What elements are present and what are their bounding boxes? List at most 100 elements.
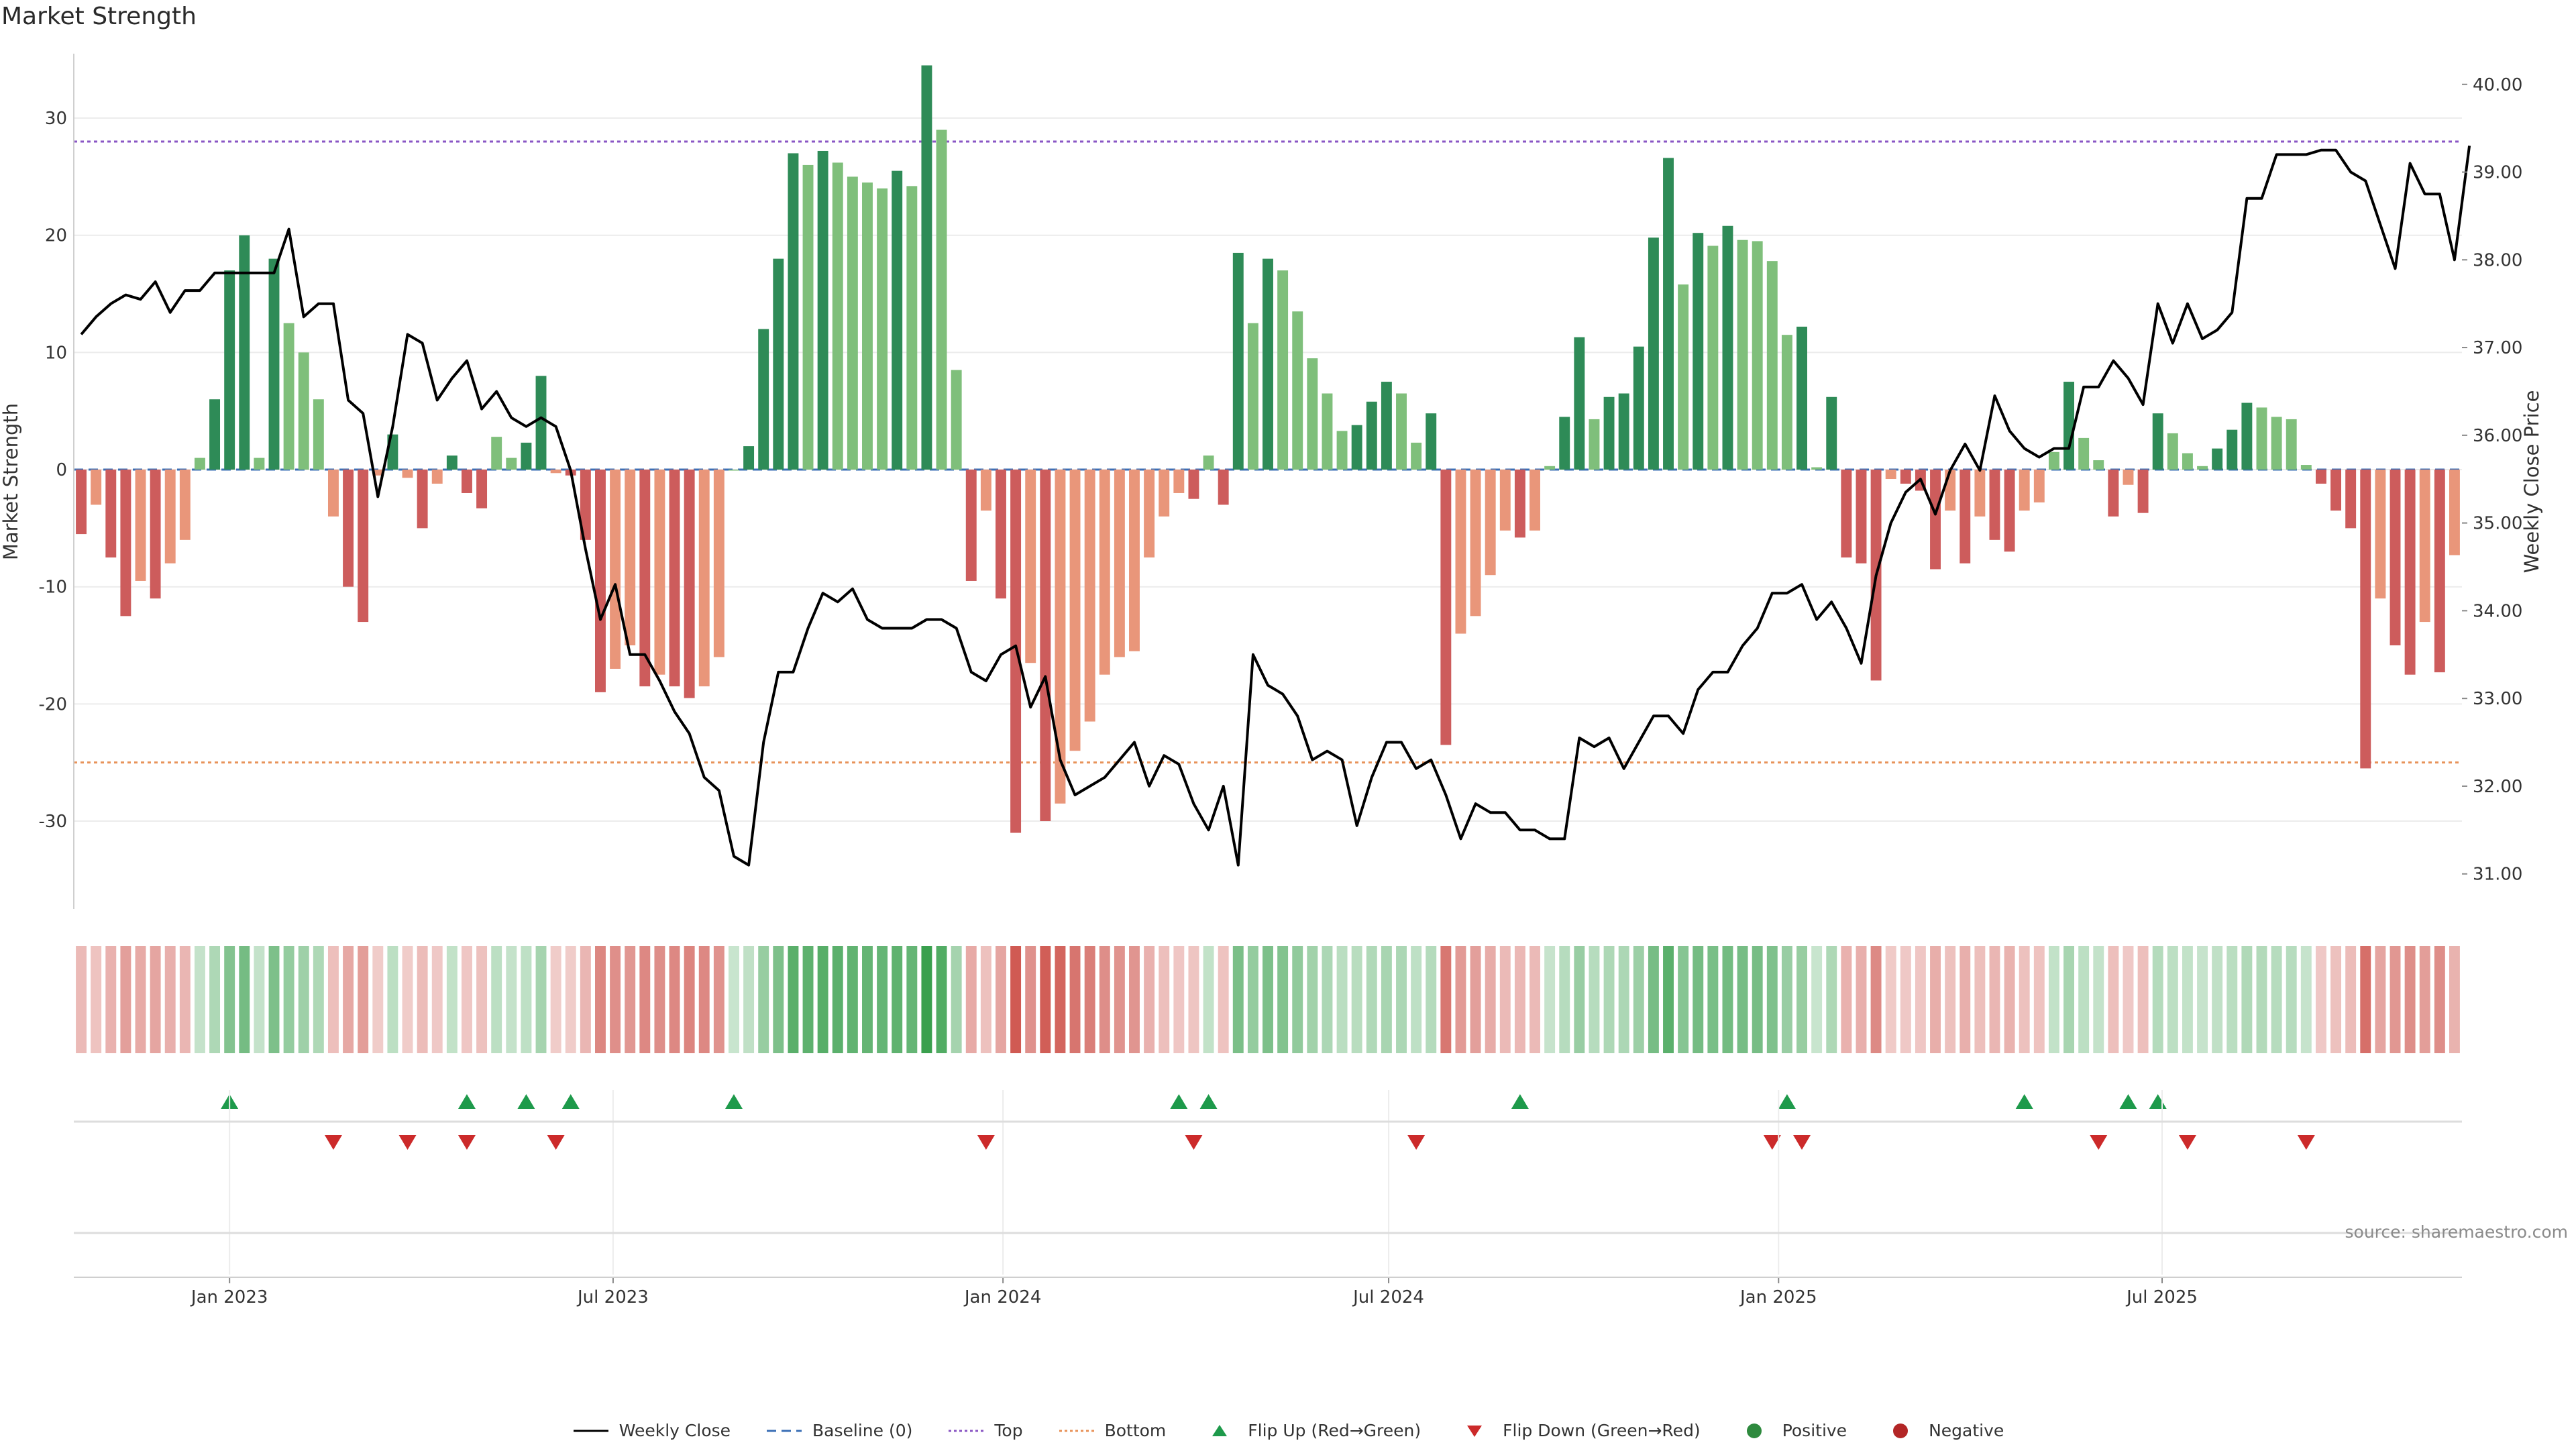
- strength-bar: [417, 470, 428, 529]
- strength-bar: [2063, 382, 2074, 470]
- legend-swatch-icon: [1059, 1430, 1094, 1432]
- heat-cell: [1173, 946, 1185, 1053]
- strength-bar: [595, 470, 606, 692]
- strength-bar: [535, 376, 547, 470]
- heat-cell: [1870, 946, 1882, 1053]
- legend-label: Flip Up (Red→Green): [1248, 1421, 1421, 1440]
- flip-up-marker: [1199, 1094, 1218, 1109]
- legend-item: Baseline (0): [765, 1421, 912, 1440]
- y2-tick-label: 39.00: [2473, 163, 2522, 183]
- strength-bar: [1678, 284, 1689, 470]
- y2-tick-label: 33.00: [2473, 689, 2522, 709]
- heat-cell: [2019, 946, 2030, 1053]
- heat-cell: [1322, 946, 1333, 1053]
- strength-bar: [372, 470, 384, 476]
- strength-bar: [2449, 470, 2460, 555]
- strength-bar: [1559, 417, 1570, 470]
- strength-bar: [1885, 470, 1896, 480]
- strength-bar: [1499, 470, 1511, 531]
- x-tick-label: Jan 2023: [190, 1287, 268, 1307]
- heat-cell: [669, 946, 680, 1053]
- flip-up-marker: [2149, 1094, 2167, 1109]
- heat-cell: [372, 946, 384, 1053]
- flip-down-marker: [398, 1135, 417, 1150]
- heat-cell: [2078, 946, 2090, 1053]
- strength-bar: [135, 470, 146, 581]
- heat-cell: [76, 946, 87, 1053]
- heat-cell: [2345, 946, 2357, 1053]
- flip-down-marker: [324, 1135, 342, 1150]
- strength-bar: [150, 470, 161, 599]
- strength-bar: [877, 188, 888, 470]
- legend-swatch-icon: [573, 1430, 608, 1432]
- heat-cell: [565, 946, 576, 1053]
- legend-item: Flip Down (Green→Red): [1456, 1421, 1701, 1440]
- strength-bar: [1263, 258, 1273, 470]
- strength-bar: [476, 470, 488, 508]
- legend-swatch-icon: [1467, 1425, 1483, 1437]
- strength-bar: [224, 270, 235, 470]
- heat-cell: [179, 946, 191, 1053]
- heat-cell: [1114, 946, 1125, 1053]
- strength-bar: [1440, 470, 1452, 745]
- heat-cell: [684, 946, 695, 1053]
- strength-bar: [164, 470, 176, 564]
- heat-cell: [2182, 946, 2193, 1053]
- heat-cell: [491, 946, 502, 1053]
- heat-cell: [2256, 946, 2267, 1053]
- strength-bar: [1900, 470, 1911, 484]
- heat-cell: [2152, 946, 2163, 1053]
- strength-bar: [1603, 396, 1615, 470]
- strength-bar: [1648, 237, 1659, 470]
- strength-bar: [1707, 246, 1719, 470]
- strength-bar: [2419, 470, 2430, 623]
- heat-cell: [2271, 946, 2282, 1053]
- heat-cell: [625, 946, 636, 1053]
- y-axis-label: Market Strength: [0, 403, 22, 560]
- heat-cell: [1025, 946, 1036, 1053]
- strength-bar: [254, 458, 265, 470]
- heat-cell: [2137, 946, 2149, 1053]
- legend-swatch-icon: [1893, 1423, 1909, 1438]
- strength-bar: [550, 470, 561, 474]
- heat-cell: [313, 946, 324, 1053]
- strength-bar: [1144, 470, 1155, 558]
- strength-bar: [1114, 470, 1125, 657]
- strength-bar: [684, 470, 695, 698]
- strength-bar: [921, 65, 932, 470]
- strength-bar: [2390, 470, 2401, 646]
- heat-cell: [1514, 946, 1525, 1053]
- legend-item: Negative: [1882, 1421, 2004, 1440]
- strength-bar: [951, 370, 962, 470]
- y2-tick-label: 34.00: [2473, 601, 2522, 621]
- heat-cell: [2093, 946, 2104, 1053]
- legend-label: Baseline (0): [812, 1421, 913, 1440]
- heat-cell: [1960, 946, 1971, 1053]
- heat-cell: [343, 946, 354, 1053]
- strength-bar: [1960, 470, 1971, 564]
- heat-cell: [1811, 946, 1823, 1053]
- heat-cell: [2330, 946, 2342, 1053]
- strength-bar: [1040, 470, 1051, 822]
- x-tick-label: Jul 2023: [576, 1287, 649, 1307]
- strength-bar: [1574, 337, 1585, 470]
- heat-cell: [1603, 946, 1615, 1053]
- heat-cell: [2033, 946, 2045, 1053]
- y2-tick-label: 32.00: [2473, 777, 2522, 797]
- strength-bar: [2286, 419, 2297, 470]
- heat-cell: [1247, 946, 1258, 1053]
- strength-bar: [2241, 402, 2253, 470]
- heat-cell: [1544, 946, 1556, 1053]
- y-tick-label: 30: [45, 109, 67, 129]
- strength-bar: [209, 399, 221, 470]
- heat-cell: [1752, 946, 1763, 1053]
- heat-cell: [1574, 946, 1585, 1053]
- heat-cell: [1232, 946, 1244, 1053]
- strength-bar: [298, 352, 309, 470]
- heat-cell: [1366, 946, 1377, 1053]
- heat-cell: [1989, 946, 2000, 1053]
- heat-cell: [1856, 946, 1867, 1053]
- strength-bar: [1811, 467, 1823, 470]
- heat-cell: [788, 946, 799, 1053]
- strength-bar: [1055, 470, 1066, 804]
